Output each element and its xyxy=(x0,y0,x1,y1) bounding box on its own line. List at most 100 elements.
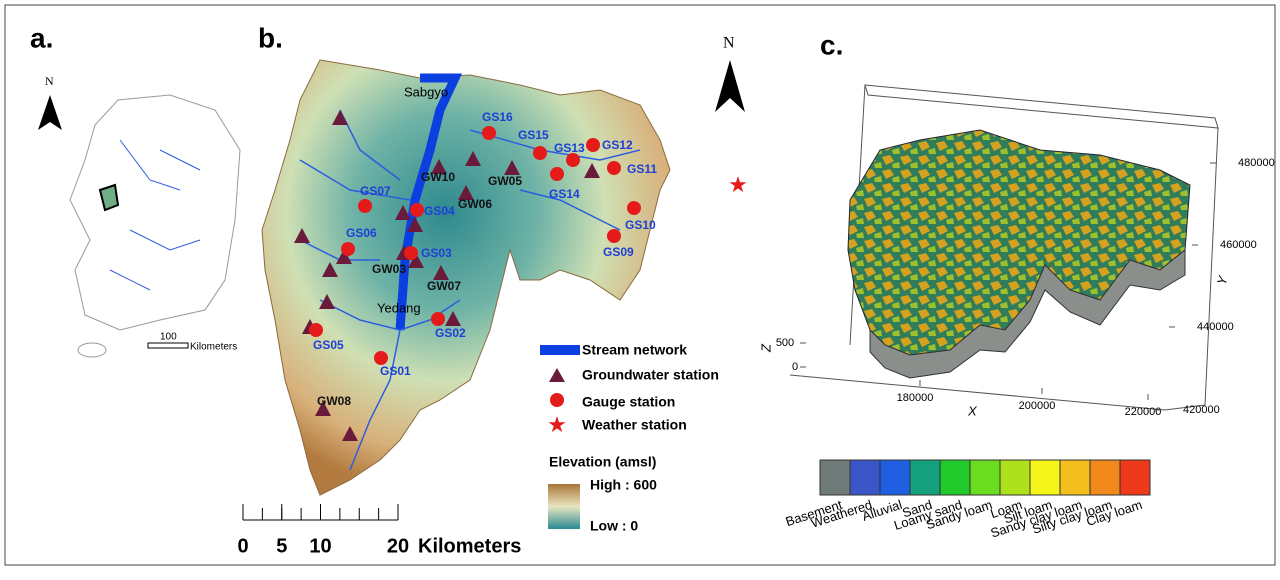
weather-station: ★ xyxy=(728,172,748,197)
x-axis-label: X xyxy=(967,403,978,418)
groundwater-label: GW07 xyxy=(427,279,461,293)
groundwater-station xyxy=(408,253,424,268)
x-tick-label: 220000 xyxy=(1125,406,1162,418)
scale-unit: Kilometers xyxy=(190,342,237,353)
legend-gw-swatch xyxy=(549,368,565,382)
y-tick-label: 480000 xyxy=(1238,157,1275,169)
legend-text: Gauge station xyxy=(582,394,675,410)
gauge-station xyxy=(309,323,323,337)
gauge-station xyxy=(482,126,496,140)
z-tick-label: 0 xyxy=(792,361,798,373)
korea-outline xyxy=(69,94,241,331)
y-axis-label: Y xyxy=(1214,273,1231,287)
groundwater-label: GW05 xyxy=(488,174,522,188)
groundwater-station xyxy=(431,159,447,174)
gauge-station xyxy=(607,161,621,175)
groundwater-station xyxy=(315,401,331,416)
legend-stream-swatch xyxy=(540,345,580,355)
groundwater-station xyxy=(294,228,310,243)
gauge-label: GS14 xyxy=(549,187,580,201)
groundwater-station xyxy=(407,217,423,232)
groundwater-station xyxy=(465,151,481,166)
scale-label: 0 xyxy=(237,535,248,557)
gauge-label: GS10 xyxy=(625,218,656,232)
x-tick-label: 180000 xyxy=(897,392,934,404)
groundwater-station xyxy=(342,426,358,441)
soil-swatch xyxy=(849,459,881,496)
place-label: Sabgyo xyxy=(404,84,448,99)
scale-unit: Kilometers xyxy=(418,535,521,557)
elevation-high: High : 600 xyxy=(590,477,657,493)
gauge-label: GS02 xyxy=(435,326,466,340)
legend-text: Groundwater station xyxy=(582,367,719,383)
y-tick-label: 440000 xyxy=(1197,321,1234,333)
gauge-station xyxy=(566,153,580,167)
gauge-station xyxy=(533,146,547,160)
scale-value: 100 xyxy=(160,332,177,343)
groundwater-station xyxy=(504,160,520,175)
gauge-station xyxy=(431,312,445,326)
legend-gauge-swatch xyxy=(550,393,564,407)
x-tick-label: 200000 xyxy=(1019,400,1056,412)
scale-label: 10 xyxy=(309,535,331,557)
jeju xyxy=(77,342,107,358)
basin-inset xyxy=(98,183,120,212)
place-label: Yedang xyxy=(377,300,421,315)
north-label: N xyxy=(723,35,735,52)
elevation-low: Low : 0 xyxy=(590,518,638,534)
y-tick-label: 460000 xyxy=(1220,239,1257,251)
groundwater-label: GW10 xyxy=(421,170,455,184)
groundwater-label: GW08 xyxy=(317,394,351,408)
y-tick-label: 420000 xyxy=(1183,404,1220,416)
groundwater-station xyxy=(319,294,335,309)
groundwater-station xyxy=(322,262,338,277)
groundwater-label: GW06 xyxy=(458,197,492,211)
gauge-label: GS05 xyxy=(313,338,344,352)
elevation-bar xyxy=(548,484,580,529)
gauge-label: GS03 xyxy=(421,246,452,260)
groundwater-station xyxy=(332,110,348,125)
soil-swatch xyxy=(999,459,1031,496)
soil-swatch xyxy=(909,459,941,496)
gauge-label: GS15 xyxy=(518,128,549,142)
scale-label: 20 xyxy=(387,535,409,557)
panel-label: b. xyxy=(258,22,283,53)
gauge-station xyxy=(607,229,621,243)
soil-swatch xyxy=(819,459,851,496)
legend-weather-swatch: ★ xyxy=(547,412,567,437)
groundwater-station xyxy=(458,185,474,200)
north-label: N xyxy=(45,74,54,88)
groundwater-label: GW03 xyxy=(372,262,406,276)
elevation-title: Elevation (amsl) xyxy=(549,454,656,470)
gauge-station xyxy=(341,242,355,256)
legend-text: Weather station xyxy=(582,417,687,433)
soil-swatch xyxy=(969,459,1001,496)
north-arrow-b xyxy=(715,60,745,112)
soil-swatch xyxy=(1059,459,1091,496)
soil-swatch xyxy=(1029,459,1061,496)
gauge-label: GS01 xyxy=(380,364,411,378)
soil-swatch xyxy=(939,459,971,496)
soil-swatch xyxy=(879,459,911,496)
gauge-station xyxy=(627,201,641,215)
gauge-station xyxy=(374,351,388,365)
gauge-station xyxy=(550,167,564,181)
gauge-label: GS04 xyxy=(424,204,455,218)
z-tick-label: 500 xyxy=(776,337,794,349)
groundwater-station xyxy=(433,265,449,280)
basin-elevation xyxy=(261,59,671,496)
rivers-a xyxy=(109,139,201,291)
legend-text: Stream network xyxy=(582,342,687,358)
gauge-label: GS11 xyxy=(627,162,657,176)
gauge-label: GS07 xyxy=(360,184,391,198)
frame xyxy=(4,4,1276,566)
terrain-sides xyxy=(869,248,1186,379)
groundwater-station xyxy=(445,311,461,326)
scale-label: 5 xyxy=(276,535,287,557)
box-top xyxy=(864,84,1219,129)
panel-label: a. xyxy=(30,22,53,53)
groundwater-station xyxy=(584,163,600,178)
gauge-label: GS16 xyxy=(482,110,513,124)
gauge-label: GS12 xyxy=(602,138,633,152)
